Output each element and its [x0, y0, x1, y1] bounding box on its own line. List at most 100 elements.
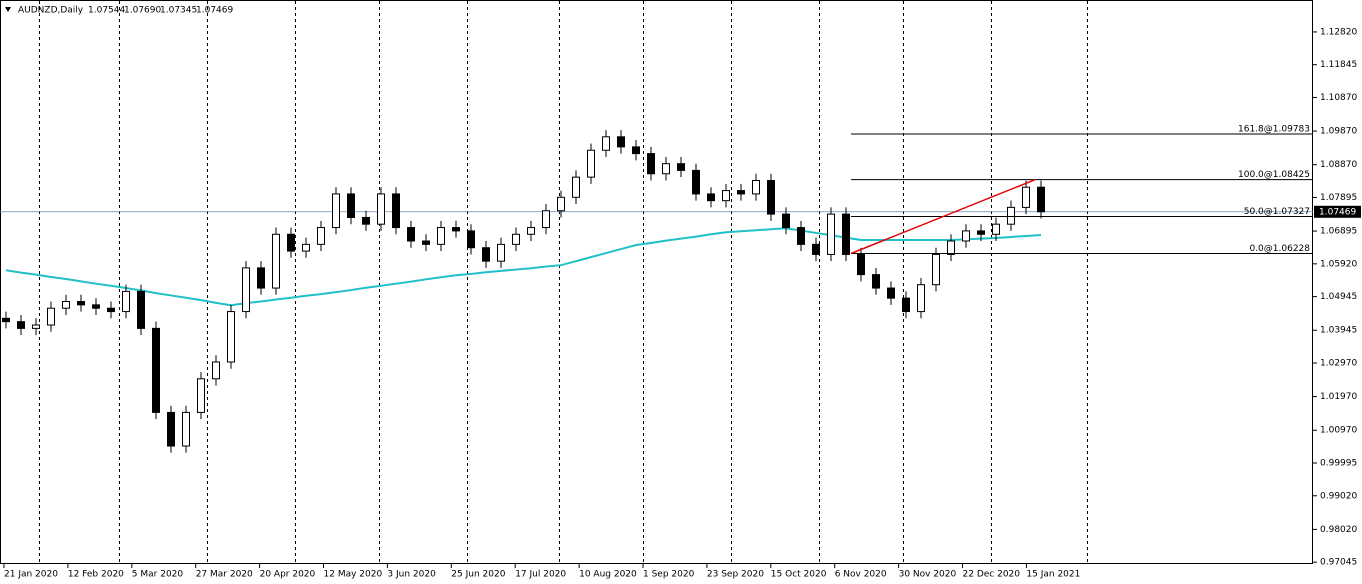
fibo-label: 50.0@1.07327	[1244, 207, 1310, 217]
candle-body	[782, 213, 790, 229]
candle-body	[497, 243, 505, 262]
candle-body	[632, 146, 640, 155]
candle-body	[137, 290, 145, 329]
x-tick-label: 12 Feb 2020	[68, 570, 124, 580]
candle-body	[527, 227, 535, 235]
candle-body	[767, 179, 775, 215]
x-tick-label: 27 Mar 2020	[196, 570, 253, 580]
x-tick-label: 17 Jul 2020	[515, 570, 566, 580]
y-tick-label: 1.03945	[1320, 326, 1357, 336]
candle-body	[227, 311, 235, 363]
candle-body	[92, 304, 100, 309]
candle-body	[752, 179, 760, 195]
symbol: AUDNZD,Daily	[18, 6, 84, 16]
y-tick-label: 0.98020	[1320, 525, 1357, 535]
y-tick-label: 1.02970	[1320, 359, 1357, 369]
candle-body	[347, 193, 355, 218]
candle-body	[617, 136, 625, 148]
y-tick-label: 1.12820	[1320, 27, 1357, 37]
candle-body	[152, 327, 160, 413]
header-open: 1.07544	[88, 6, 125, 16]
candle-body	[932, 253, 940, 286]
y-tick-label: 1.01970	[1320, 392, 1357, 402]
x-tick-label: 6 Nov 2020	[835, 570, 887, 580]
candle-body	[992, 223, 1000, 235]
candle-body	[167, 411, 175, 447]
trend-line	[850, 178, 1036, 255]
candle-body	[422, 240, 430, 245]
x-tick-label: 30 Nov 2020	[899, 570, 957, 580]
plot-frame	[0, 0, 1313, 564]
x-tick-label: 5 Mar 2020	[132, 570, 184, 580]
header-close: 1.07469	[196, 6, 233, 16]
candle-body	[647, 153, 655, 175]
candle-body	[797, 227, 805, 245]
candle-body	[287, 233, 295, 252]
y-tick-label: 1.09870	[1320, 127, 1357, 137]
y-tick-label: 1.11845	[1320, 60, 1357, 70]
y-tick-label: 0.99020	[1320, 491, 1357, 501]
candle-body	[902, 297, 910, 313]
candle-body	[377, 193, 385, 225]
x-tick-label: 15 Oct 2020	[771, 570, 827, 580]
y-tick-label: 0.99995	[1320, 458, 1357, 468]
candle-body	[362, 216, 370, 225]
candle-body	[467, 230, 475, 249]
menu-arrow[interactable]	[5, 7, 11, 12]
candle-body	[1037, 186, 1045, 213]
last-price-label: 1.07469	[1319, 207, 1356, 217]
candle-body	[122, 290, 130, 313]
y-tick-label: 1.04945	[1320, 292, 1357, 302]
candle-body	[947, 240, 955, 255]
candle-body	[257, 267, 265, 289]
x-tick-label: 20 Apr 2020	[260, 570, 316, 580]
candle-body	[182, 411, 190, 447]
candle-body	[887, 287, 895, 299]
fibo-label: 161.8@1.09783	[1238, 125, 1310, 135]
candle-body	[452, 227, 460, 232]
candle-body	[107, 307, 115, 313]
candle-body	[572, 176, 580, 198]
x-tick-label: 25 Jun 2020	[451, 570, 505, 580]
y-tick-label: 1.05920	[1320, 259, 1357, 269]
y-tick-label: 1.00970	[1320, 426, 1357, 436]
candle-body	[197, 378, 205, 413]
x-tick-label: 15 Jan 2021	[1026, 570, 1080, 580]
candle-body	[917, 284, 925, 313]
candle-body	[962, 230, 970, 242]
x-tick-label: 22 Dec 2020	[963, 570, 1021, 580]
candle-body	[872, 274, 880, 289]
candle-body	[332, 193, 340, 229]
candle-body	[662, 163, 670, 175]
candle-body	[602, 136, 610, 151]
candle-body	[737, 190, 745, 195]
candle-body	[842, 213, 850, 255]
candle-body	[722, 190, 730, 202]
x-tick-label: 23 Sep 2020	[707, 570, 764, 580]
y-tick-label: 1.08870	[1320, 160, 1357, 170]
last-price-box	[1314, 205, 1361, 218]
candle-body	[17, 321, 25, 329]
candle-body	[302, 243, 310, 252]
candle-body	[407, 227, 415, 242]
candle-body	[692, 169, 700, 195]
candle-body	[707, 193, 715, 202]
x-tick-label: 12 May 2020	[324, 570, 383, 580]
candle-body	[677, 163, 685, 171]
header-high: 1.07690	[124, 6, 161, 16]
candle-body	[557, 196, 565, 212]
candle-body	[32, 324, 40, 329]
candle-body	[482, 247, 490, 262]
x-tick-label: 1 Sep 2020	[643, 570, 695, 580]
candle-body	[1007, 206, 1015, 225]
candle-body	[242, 267, 250, 313]
y-tick-label: 0.97045	[1320, 558, 1357, 568]
y-tick-label: 1.10870	[1320, 93, 1357, 103]
candle-body	[2, 317, 10, 323]
candle-body	[542, 210, 550, 229]
x-tick-label: 10 Aug 2020	[579, 570, 637, 580]
candle-body	[317, 227, 325, 245]
candle-body	[47, 307, 55, 326]
candle-body	[392, 193, 400, 229]
